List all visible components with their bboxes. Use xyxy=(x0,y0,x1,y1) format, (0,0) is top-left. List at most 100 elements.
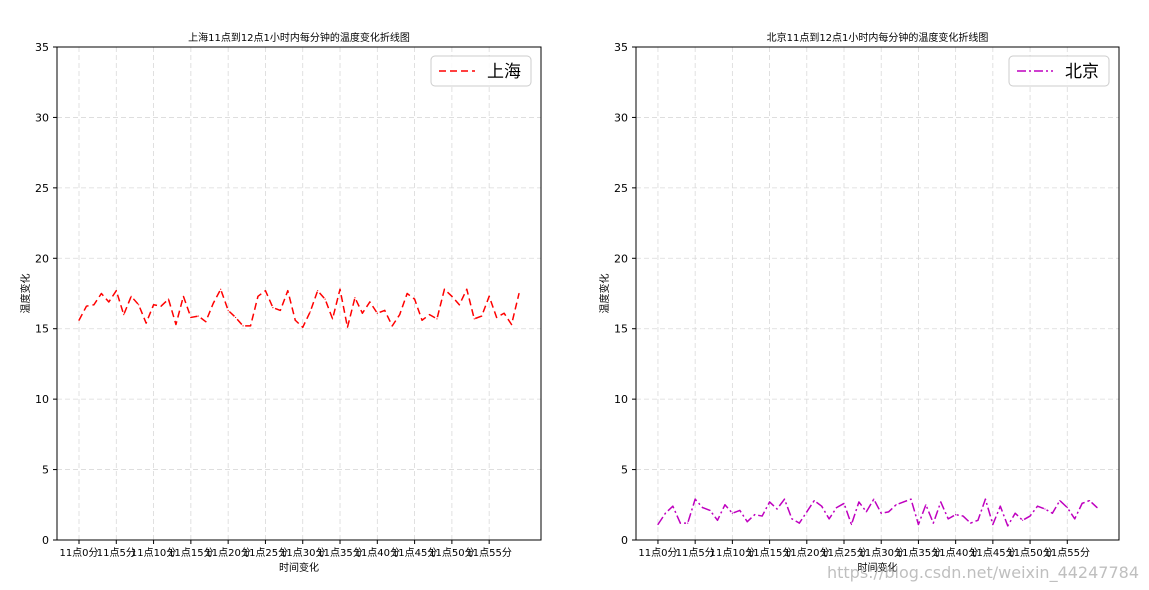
data-point xyxy=(1059,499,1061,502)
y-tick-label: 10 xyxy=(614,393,628,406)
data-point xyxy=(754,514,756,516)
legend-label: 上海 xyxy=(487,62,521,82)
data-point xyxy=(702,507,704,509)
x-tick-label: 11点25分 xyxy=(821,547,866,559)
data-point xyxy=(1066,507,1068,509)
data-point xyxy=(776,508,778,510)
data-point xyxy=(1029,515,1031,517)
data-point xyxy=(436,318,438,320)
data-point xyxy=(999,505,1001,507)
data-point xyxy=(687,522,689,524)
data-point xyxy=(679,522,681,524)
data-point xyxy=(279,309,281,311)
y-tick-label: 35 xyxy=(614,41,628,54)
data-point xyxy=(443,288,446,290)
legend: 上海 xyxy=(430,55,532,87)
x-tick-label: 11点15分 xyxy=(747,547,792,559)
data-point xyxy=(220,288,222,290)
legend-box xyxy=(430,55,532,87)
data-point xyxy=(510,323,513,326)
data-point xyxy=(108,301,110,303)
data-point xyxy=(709,509,711,512)
data-point xyxy=(488,295,490,297)
x-tick-label: 11点35分 xyxy=(317,547,362,559)
x-tick-label: 11点35分 xyxy=(896,547,941,559)
data-point xyxy=(287,290,289,292)
data-point xyxy=(1089,499,1091,502)
data-point xyxy=(791,518,793,520)
legend: 北京 xyxy=(1008,55,1110,87)
x-tick-label: 11点15分 xyxy=(168,547,213,559)
data-point xyxy=(947,518,949,520)
data-point xyxy=(406,292,408,295)
y-tick-label: 35 xyxy=(35,41,49,54)
data-point xyxy=(843,502,845,504)
data-point xyxy=(917,523,920,526)
x-tick-label: 11点45分 xyxy=(970,547,1015,559)
data-point xyxy=(242,325,244,327)
data-point xyxy=(850,523,853,526)
data-point xyxy=(182,295,185,297)
data-point xyxy=(100,292,102,295)
chart-title: 北京11点到12点1小时内每分钟的温度变化折线图 xyxy=(767,31,989,44)
data-point xyxy=(739,509,741,512)
data-point xyxy=(123,314,125,316)
data-point xyxy=(152,304,155,306)
data-point xyxy=(294,319,296,321)
data-point xyxy=(302,326,304,328)
x-tick-label: 11点0分 xyxy=(59,547,98,559)
data-point xyxy=(354,297,356,299)
data-point xyxy=(227,309,229,311)
data-point xyxy=(731,512,733,514)
data-point xyxy=(451,295,453,297)
chart-panel-2: 0510152025303511点0分11点5分11点10分11点15分11点2… xyxy=(598,31,1120,574)
data-point xyxy=(880,512,882,514)
legend-label: 北京 xyxy=(1065,62,1099,82)
x-tick-label: 11点45分 xyxy=(392,547,437,559)
data-point xyxy=(93,304,95,306)
data-point xyxy=(724,504,726,506)
data-point xyxy=(145,322,147,324)
data-point xyxy=(413,298,416,300)
x-tick-label: 11点10分 xyxy=(131,547,176,559)
data-point xyxy=(317,290,319,292)
data-point xyxy=(984,498,987,500)
y-tick-label: 10 xyxy=(35,393,49,406)
data-point xyxy=(1014,512,1016,514)
x-tick-label: 11点55分 xyxy=(1045,547,1090,559)
data-point xyxy=(716,519,719,521)
data-point xyxy=(828,518,830,520)
data-point xyxy=(873,498,875,500)
data-point xyxy=(895,504,897,506)
x-tick-label: 11点20分 xyxy=(784,547,829,559)
data-point xyxy=(346,326,349,328)
data-point xyxy=(768,501,771,503)
data-point xyxy=(932,522,934,524)
data-point xyxy=(910,498,912,500)
data-point xyxy=(1096,507,1098,509)
data-point xyxy=(940,501,942,503)
data-point xyxy=(138,304,140,306)
data-point xyxy=(925,504,927,506)
data-point xyxy=(902,501,905,503)
data-point xyxy=(746,521,748,523)
chart-panel-1: 0510152025303511点0分11点5分11点10分11点15分11点2… xyxy=(19,31,542,574)
series-line-北京 xyxy=(657,498,1098,527)
series-line-上海 xyxy=(78,288,520,329)
x-tick-label: 11点5分 xyxy=(97,547,136,559)
data-point xyxy=(361,312,363,314)
data-point xyxy=(190,316,192,319)
x-axis-label: 时间变化 xyxy=(858,561,898,574)
x-axis-label: 时间变化 xyxy=(279,561,319,574)
data-point xyxy=(324,298,326,300)
y-tick-label: 30 xyxy=(614,111,628,124)
y-tick-label: 20 xyxy=(614,252,628,265)
y-tick-label: 0 xyxy=(621,534,628,547)
data-point xyxy=(175,323,177,326)
data-point xyxy=(1051,512,1053,514)
data-point xyxy=(78,319,80,321)
data-point xyxy=(865,511,867,513)
data-point xyxy=(160,305,162,307)
data-point xyxy=(1007,525,1009,527)
